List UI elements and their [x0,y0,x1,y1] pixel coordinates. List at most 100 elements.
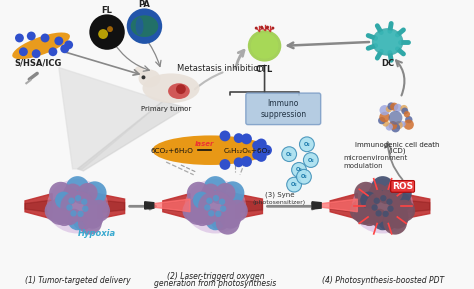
Circle shape [300,137,314,152]
Circle shape [204,204,210,211]
Ellipse shape [168,83,190,99]
Ellipse shape [152,136,268,165]
Polygon shape [25,200,52,213]
Circle shape [234,133,244,143]
Circle shape [303,153,318,167]
Circle shape [182,200,205,222]
Circle shape [379,190,393,204]
Circle shape [66,204,73,211]
Ellipse shape [248,30,281,62]
Circle shape [387,205,393,212]
Text: Metastasis inhibition: Metastasis inhibition [177,64,264,73]
Circle shape [394,104,402,112]
Circle shape [404,111,410,117]
Ellipse shape [184,179,246,234]
Circle shape [241,156,252,167]
Text: (1) Tumor-targeted delivery: (1) Tumor-targeted delivery [25,276,130,285]
Text: Immuno
suppression: Immuno suppression [260,99,306,119]
Polygon shape [163,200,190,213]
Circle shape [27,32,36,40]
Circle shape [256,138,267,149]
Circle shape [81,199,87,205]
Circle shape [256,151,267,162]
Circle shape [193,192,210,209]
Circle shape [360,192,377,209]
Circle shape [88,200,110,222]
Circle shape [206,198,212,204]
Circle shape [107,26,113,32]
Circle shape [297,169,311,184]
Circle shape [19,47,28,56]
Ellipse shape [47,179,109,234]
Circle shape [401,105,408,112]
Circle shape [201,184,220,202]
Circle shape [219,131,230,141]
Text: O₂: O₂ [291,182,297,187]
Circle shape [187,182,210,205]
Circle shape [221,199,237,214]
Circle shape [389,204,408,223]
Polygon shape [145,202,154,209]
Circle shape [403,119,414,130]
Circle shape [60,45,69,53]
Circle shape [77,183,98,203]
Text: DC: DC [381,59,394,68]
Ellipse shape [138,69,160,87]
Circle shape [252,141,262,151]
Text: (3) Syne: (3) Syne [264,191,294,198]
Circle shape [219,199,225,205]
Ellipse shape [374,30,401,54]
Circle shape [395,121,403,129]
Circle shape [350,200,372,222]
Circle shape [380,105,390,115]
Ellipse shape [12,32,70,59]
Circle shape [204,176,227,199]
Circle shape [199,208,216,225]
Ellipse shape [131,15,158,37]
Circle shape [75,195,82,201]
FancyBboxPatch shape [246,93,321,125]
Text: PA: PA [138,0,150,9]
Circle shape [366,208,383,225]
Circle shape [200,188,216,204]
Circle shape [77,211,84,217]
Ellipse shape [136,17,144,35]
Circle shape [391,123,400,132]
Circle shape [388,192,404,209]
Ellipse shape [60,191,95,222]
Circle shape [354,182,377,205]
Circle shape [367,188,383,204]
Circle shape [66,176,89,199]
Polygon shape [402,194,430,219]
Circle shape [405,116,412,123]
Circle shape [369,184,387,202]
Polygon shape [78,101,186,171]
Circle shape [374,198,380,204]
Circle shape [187,204,208,225]
Circle shape [354,204,375,225]
Ellipse shape [135,66,145,75]
Text: Primary tumor: Primary tumor [141,106,191,112]
Polygon shape [330,200,357,213]
Text: CTL: CTL [256,65,273,74]
Circle shape [49,182,72,205]
Circle shape [388,181,412,205]
Circle shape [89,14,125,50]
Ellipse shape [143,73,200,103]
Circle shape [378,117,385,124]
Circle shape [68,211,87,230]
Circle shape [57,196,72,211]
Text: generation from photosynthesis: generation from photosynthesis [154,279,276,288]
Text: (2) Laser-triggerd oxygen: (2) Laser-triggerd oxygen [166,272,264,281]
Ellipse shape [251,33,278,59]
Circle shape [266,26,269,29]
Circle shape [383,211,389,217]
Circle shape [292,162,306,177]
Polygon shape [235,200,263,213]
Circle shape [393,200,415,222]
Polygon shape [25,194,52,219]
Circle shape [15,34,24,42]
Circle shape [220,192,237,209]
Circle shape [371,176,394,199]
Circle shape [261,145,272,155]
